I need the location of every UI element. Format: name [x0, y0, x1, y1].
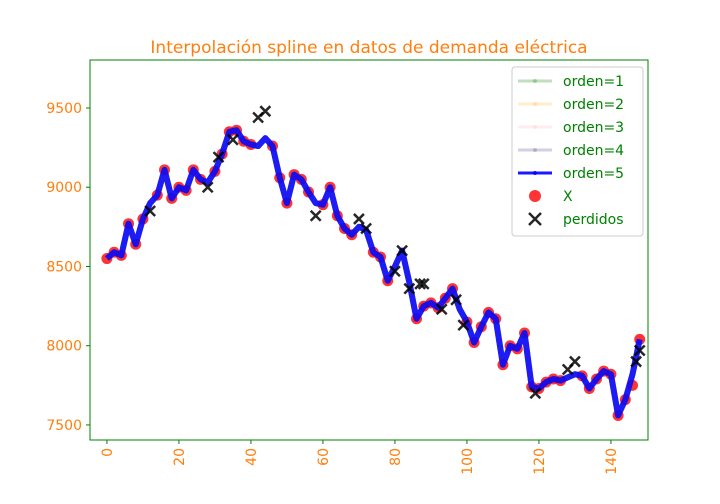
legend-label: orden=3 [563, 120, 624, 136]
missing-point [353, 213, 365, 225]
legend-marker [528, 212, 542, 226]
legend-label: orden=4 [563, 143, 624, 159]
missing-point [227, 133, 239, 146]
x-tick-label: 100 [460, 448, 476, 475]
x-tick-label: 20 [172, 448, 188, 466]
missing-point [309, 209, 322, 222]
legend-marker [533, 125, 537, 129]
legend-marker [533, 102, 537, 106]
missing-point [417, 278, 430, 290]
missing-point [389, 265, 401, 278]
legend-label: orden=1 [563, 74, 624, 90]
missing-point [457, 319, 470, 331]
missing-point [212, 151, 225, 164]
x-tick-label: 120 [532, 448, 548, 475]
missing-point [403, 282, 416, 295]
missing-point [630, 355, 643, 368]
missing-point [396, 244, 409, 257]
missing-point [450, 293, 463, 306]
x-tick-label: 40 [244, 448, 260, 466]
missing-point [529, 387, 542, 400]
y-tick-label: 8000 [46, 339, 82, 355]
missing-point [201, 181, 214, 194]
legend-label: orden=5 [563, 166, 624, 182]
x-tick-label: 80 [388, 448, 404, 466]
missing-point [414, 278, 427, 290]
missing-point [259, 105, 272, 118]
y-tick-label: 9500 [46, 101, 82, 117]
missing-point [144, 205, 157, 217]
chart-title: Interpolación spline en datos de demanda… [150, 38, 587, 58]
missing-point [569, 355, 581, 368]
missing-point [435, 303, 448, 316]
legend-marker [529, 190, 541, 202]
plot [101, 105, 646, 421]
legend-marker [533, 148, 537, 152]
x-tick-label: 140 [604, 448, 620, 475]
x-tick-label: 60 [316, 448, 332, 466]
legend-box [511, 66, 644, 237]
missing-point [360, 222, 373, 235]
legend-marker [533, 79, 537, 83]
legend-label: X [563, 189, 573, 205]
x-tick-label: 0 [100, 448, 116, 457]
y-tick-label: 8500 [46, 259, 82, 275]
y-tick-label: 7500 [46, 418, 82, 434]
missing-point [633, 344, 646, 357]
line [104, 127, 643, 419]
y-tick-label: 9000 [46, 180, 82, 196]
plot-frame [89, 59, 649, 441]
legend-marker [533, 171, 537, 175]
legend-label: perdidos [563, 212, 624, 228]
legend-label: orden=2 [563, 97, 624, 113]
